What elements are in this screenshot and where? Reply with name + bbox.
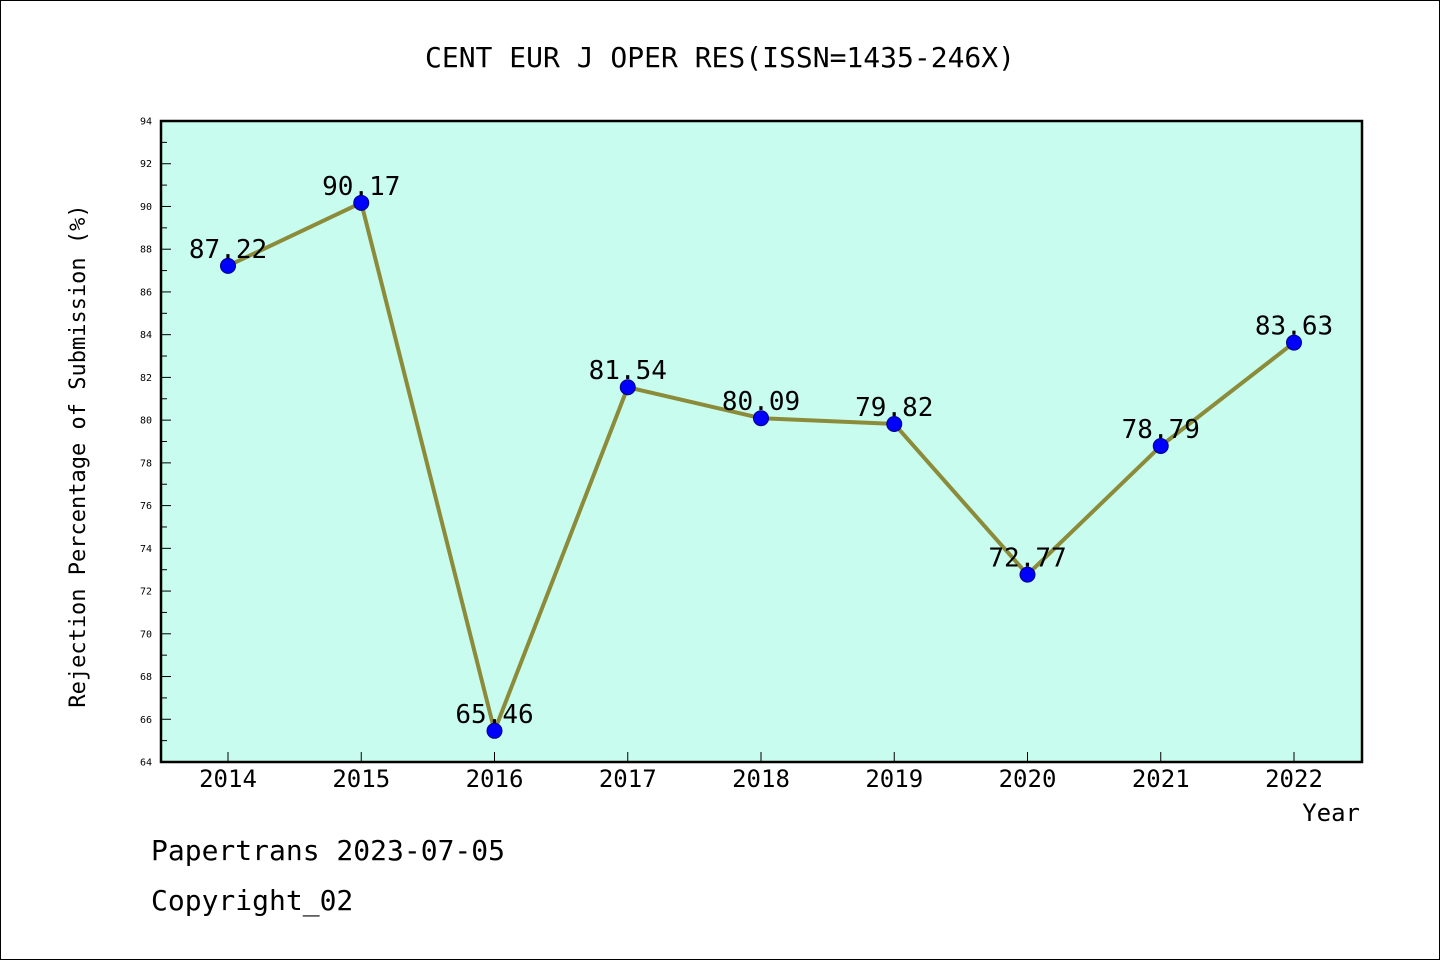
data-label: 79.82 (855, 393, 933, 423)
y-tick-label: 82 (140, 373, 152, 384)
data-point (1019, 566, 1036, 583)
y-tick-label: 68 (140, 672, 152, 683)
x-tick-label: 2018 (732, 765, 790, 793)
data-point (753, 410, 769, 427)
data-label: 65.46 (455, 700, 533, 730)
x-tick-label: 2022 (1265, 765, 1323, 793)
y-tick-label: 74 (140, 544, 152, 555)
data-point (220, 257, 236, 274)
y-tick-label: 64 (140, 758, 152, 769)
x-tick-label: 2019 (865, 765, 923, 793)
y-tick-label: 66 (140, 715, 152, 726)
y-tick-label: 72 (140, 587, 152, 598)
data-point (619, 379, 636, 396)
data-label: 83.63 (1255, 312, 1333, 342)
x-tick-label: 2014 (199, 765, 257, 793)
data-point (1152, 437, 1169, 454)
y-tick-label: 76 (140, 501, 152, 512)
y-tick-label: 88 (140, 245, 152, 256)
data-point (353, 194, 370, 211)
y-tick-label: 80 (140, 416, 152, 427)
data-label: 87.22 (189, 235, 267, 265)
y-tick-label: 86 (140, 287, 152, 298)
data-point (486, 722, 503, 739)
x-tick-label: 2020 (999, 765, 1057, 793)
y-tick-label: 94 (140, 117, 152, 128)
y-tick-label: 84 (140, 330, 152, 341)
x-tick-label: 2015 (332, 765, 390, 793)
data-label: 80.09 (722, 387, 800, 417)
plot-frame (159, 119, 1364, 764)
y-tick-label: 92 (140, 159, 152, 170)
data-label: 72.77 (988, 544, 1066, 574)
x-tick-label: 2017 (599, 765, 657, 793)
data-label: 78.79 (1122, 415, 1200, 445)
data-label: 90.17 (322, 172, 400, 202)
data-label: 81.54 (589, 356, 667, 386)
x-tick-label: 2016 (466, 765, 524, 793)
y-tick-label: 70 (140, 629, 152, 640)
y-tick-label: 90 (140, 202, 152, 213)
chart-title: CENT EUR J OPER RES(ISSN=1435-246X) (425, 41, 1015, 74)
footer-copyright: Copyright_02 (151, 884, 354, 917)
y-tick-label: 78 (140, 458, 152, 469)
y-axis-label: Rejection Percentage of Submission (%) (66, 204, 91, 707)
x-axis-label: Year (1302, 799, 1360, 827)
data-point (886, 415, 903, 432)
footer-source: Papertrans 2023-07-05 (151, 834, 506, 867)
x-tick-label: 2021 (1132, 765, 1190, 793)
data-point (1286, 334, 1302, 351)
